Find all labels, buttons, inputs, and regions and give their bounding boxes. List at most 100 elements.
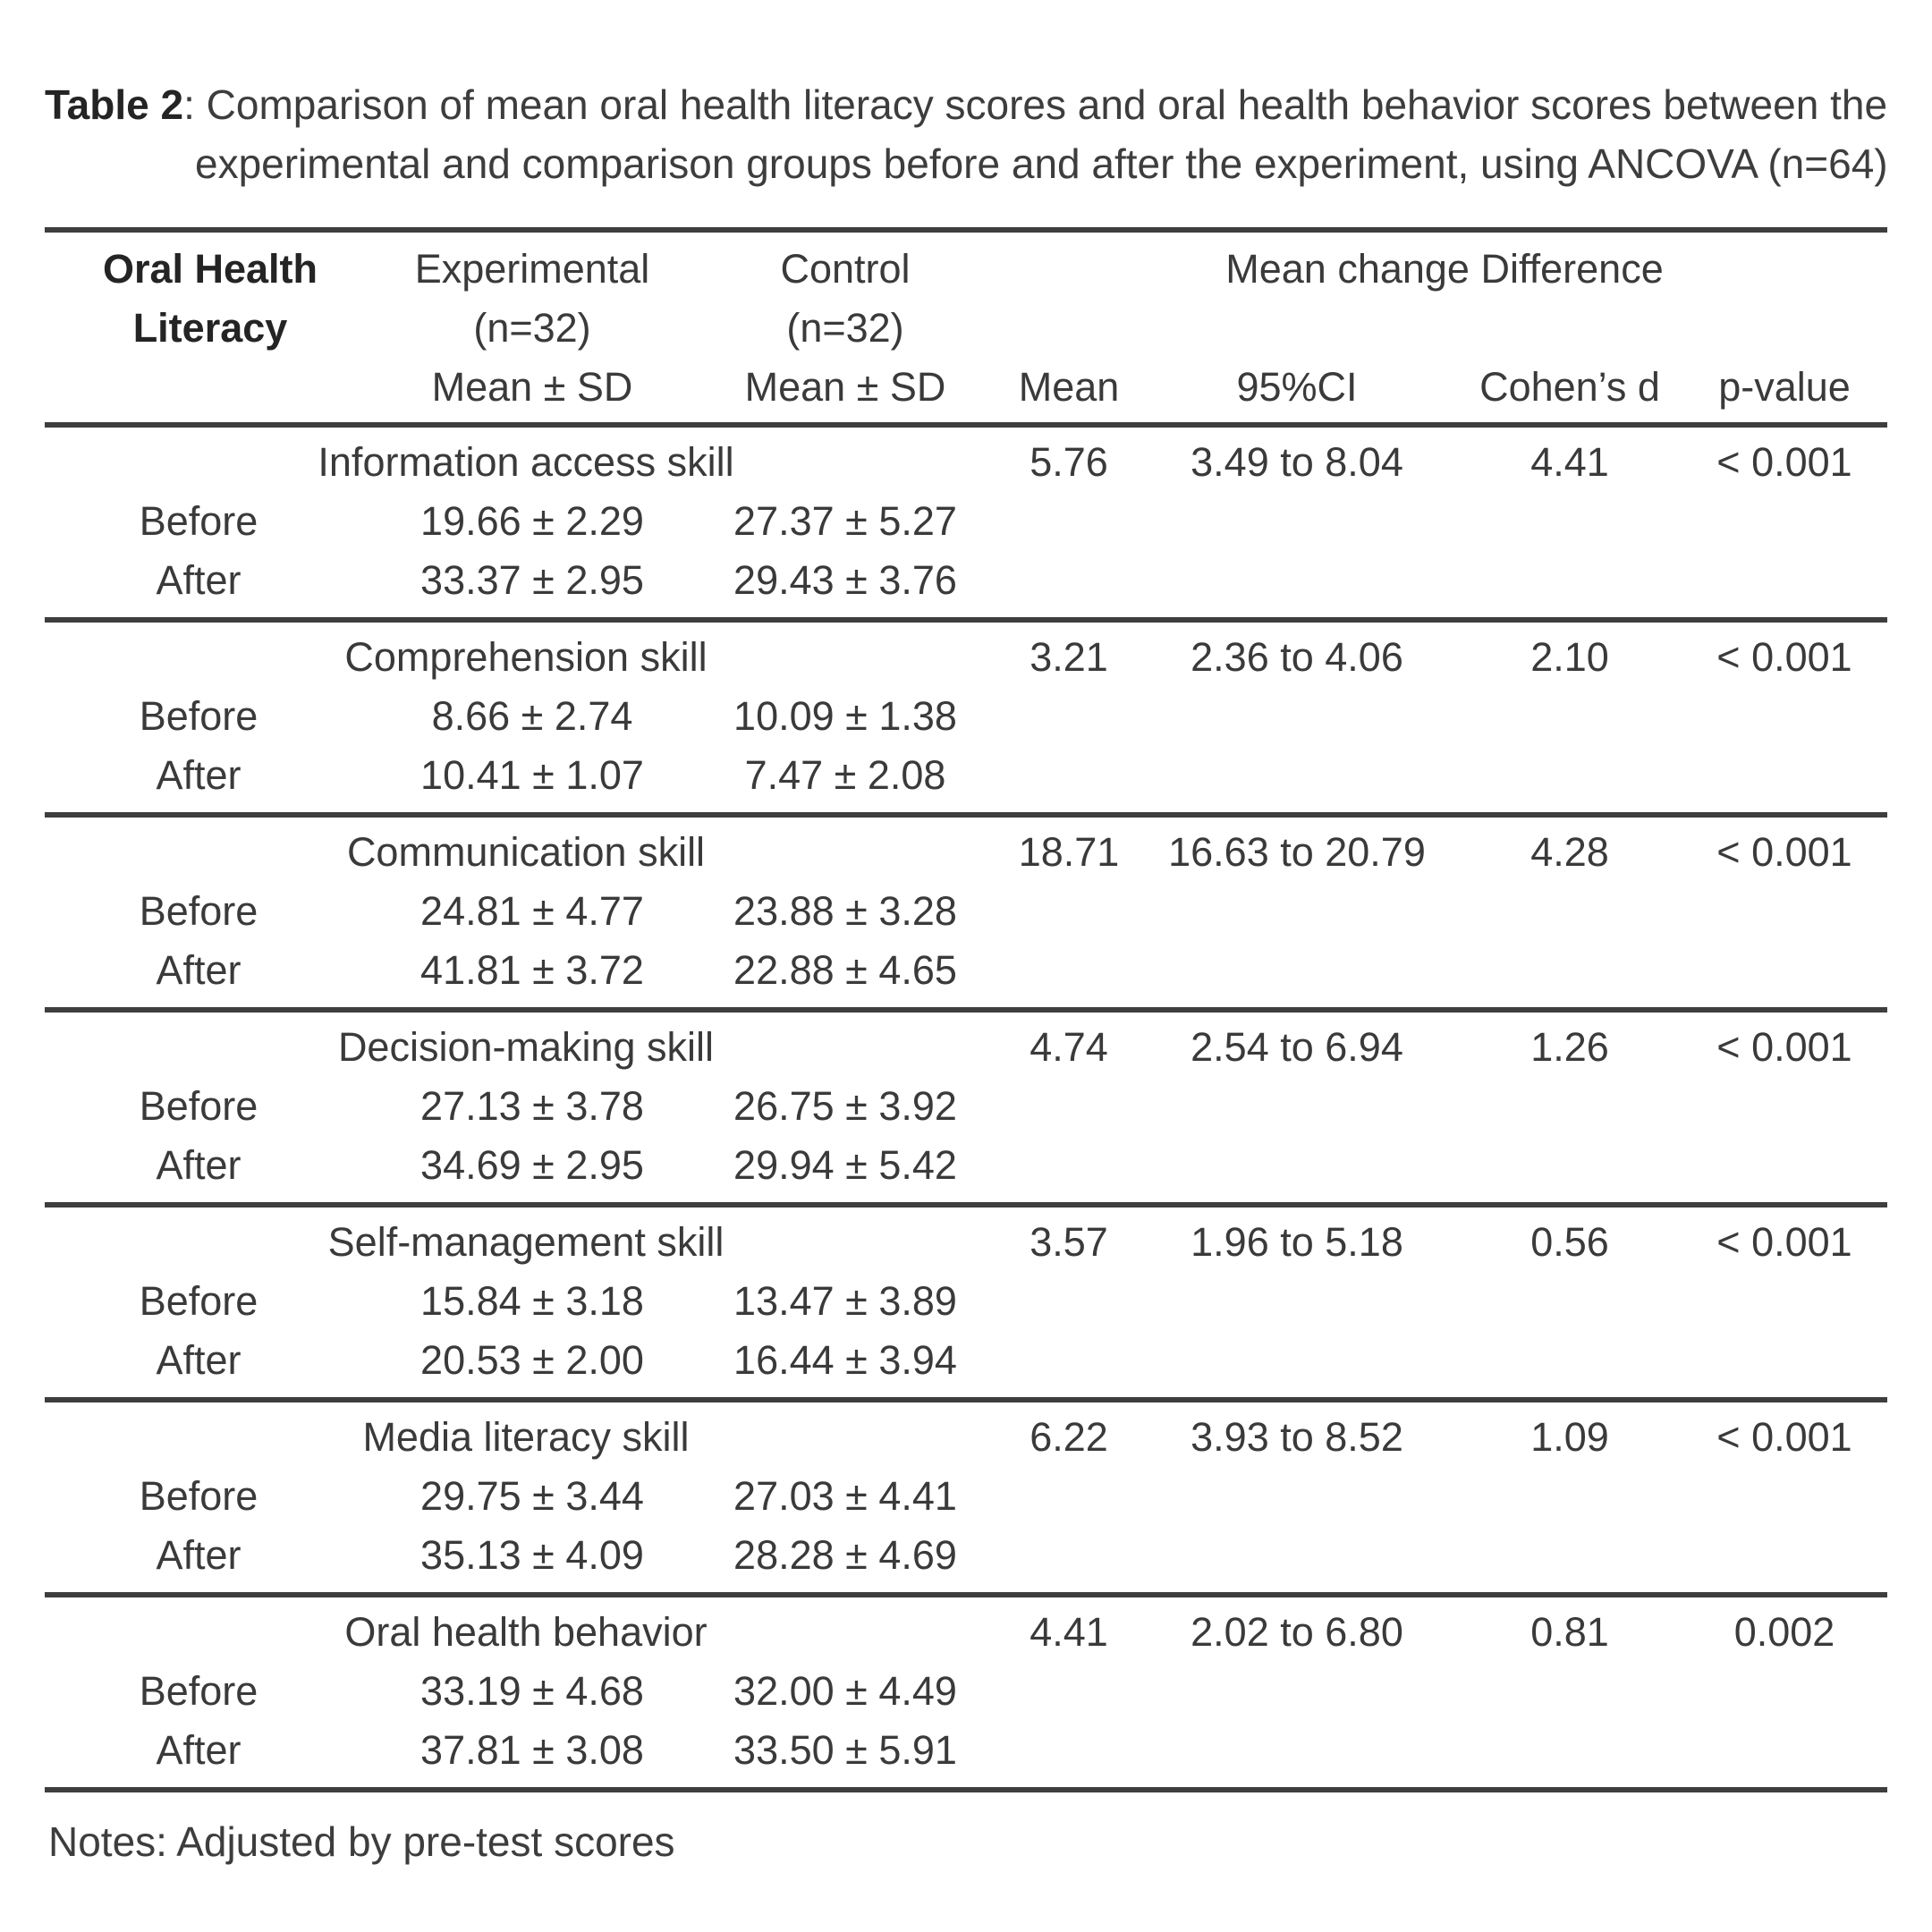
header-control-n: (n=32) bbox=[786, 305, 904, 351]
after-experimental-value: 10.41 ± 1.07 bbox=[420, 752, 644, 798]
caption-table-number: Table 2 bbox=[45, 81, 184, 128]
before-label: Before bbox=[139, 498, 258, 544]
before-experimental-value: 15.84 ± 3.18 bbox=[420, 1278, 644, 1324]
ci-value: 2.54 to 6.94 bbox=[1191, 1024, 1403, 1070]
after-experimental-value: 37.81 ± 3.08 bbox=[420, 1727, 644, 1773]
after-control-value: 33.50 ± 5.91 bbox=[733, 1727, 957, 1773]
block-divider-rule bbox=[45, 1202, 1887, 1208]
skill-block: Media literacy skill 6.22 3.93 to 8.52 1… bbox=[45, 1402, 1887, 1592]
before-control-value: 13.47 ± 3.89 bbox=[733, 1278, 957, 1324]
mean-change-value: 3.21 bbox=[1030, 634, 1108, 680]
before-label: Before bbox=[139, 888, 258, 934]
after-control-value: 7.47 ± 2.08 bbox=[744, 752, 946, 798]
table-section: Oral health behavior 4.41 2.02 to 6.80 0… bbox=[45, 1597, 1887, 1792]
cohens-d-value: 4.41 bbox=[1530, 439, 1609, 485]
before-experimental-value: 33.19 ± 4.68 bbox=[420, 1668, 644, 1714]
cohens-d-value: 0.81 bbox=[1530, 1609, 1609, 1655]
p-value: < 0.001 bbox=[1716, 1414, 1852, 1460]
after-experimental-value: 34.69 ± 2.95 bbox=[420, 1142, 644, 1188]
table-section: Communication skill 18.71 16.63 to 20.79… bbox=[45, 818, 1887, 1013]
after-experimental-value: 41.81 ± 3.72 bbox=[420, 947, 644, 993]
block-divider-rule bbox=[45, 1592, 1887, 1597]
skill-block: Information access skill 5.76 3.49 to 8.… bbox=[45, 428, 1887, 617]
ci-value: 3.49 to 8.04 bbox=[1191, 439, 1403, 485]
mean-change-value: 18.71 bbox=[1018, 829, 1120, 875]
table-section: Media literacy skill 6.22 3.93 to 8.52 1… bbox=[45, 1402, 1887, 1597]
block-divider-rule bbox=[45, 1007, 1887, 1013]
caption-line-2: experimental and comparison groups befor… bbox=[195, 140, 1888, 187]
before-control-value: 32.00 ± 4.49 bbox=[733, 1668, 957, 1714]
table-section: Self-management skill 3.57 1.96 to 5.18 … bbox=[45, 1208, 1887, 1402]
table-body: Information access skill 5.76 3.49 to 8.… bbox=[45, 428, 1887, 1792]
p-value: < 0.001 bbox=[1716, 439, 1852, 485]
before-control-value: 10.09 ± 1.38 bbox=[733, 693, 957, 739]
ci-value: 2.36 to 4.06 bbox=[1191, 634, 1403, 680]
after-label: After bbox=[156, 752, 242, 798]
header-control-stat: Mean ± SD bbox=[744, 364, 946, 410]
mean-change-value: 4.74 bbox=[1030, 1024, 1108, 1070]
skill-name: Information access skill bbox=[318, 439, 734, 485]
block-divider-rule bbox=[45, 812, 1887, 818]
skill-block: Comprehension skill 3.21 2.36 to 4.06 2.… bbox=[45, 623, 1887, 812]
skill-name: Comprehension skill bbox=[344, 634, 708, 680]
skill-name: Communication skill bbox=[346, 829, 706, 875]
skill-name: Oral health behavior bbox=[344, 1609, 708, 1655]
cohens-d-value: 1.26 bbox=[1530, 1024, 1609, 1070]
header-oral-health: Oral Health bbox=[102, 246, 318, 292]
after-label: After bbox=[156, 557, 242, 603]
after-control-value: 29.94 ± 5.42 bbox=[733, 1142, 957, 1188]
before-control-value: 27.03 ± 4.41 bbox=[733, 1473, 957, 1519]
before-experimental-value: 24.81 ± 4.77 bbox=[420, 888, 644, 934]
before-control-value: 26.75 ± 3.92 bbox=[733, 1083, 957, 1129]
after-label: After bbox=[156, 1532, 242, 1578]
cohens-d-value: 2.10 bbox=[1530, 634, 1609, 680]
before-label: Before bbox=[139, 1278, 258, 1324]
p-value: 0.002 bbox=[1733, 1609, 1835, 1655]
table-section: Comprehension skill 3.21 2.36 to 4.06 2.… bbox=[45, 623, 1887, 818]
before-label: Before bbox=[139, 1083, 258, 1129]
before-label: Before bbox=[139, 1668, 258, 1714]
skill-block: Decision-making skill 4.74 2.54 to 6.94 … bbox=[45, 1013, 1887, 1202]
after-control-value: 28.28 ± 4.69 bbox=[733, 1532, 957, 1578]
ancova-table: Oral Health Experimental Control Mean ch… bbox=[45, 227, 1887, 1792]
mean-change-value: 3.57 bbox=[1030, 1219, 1108, 1265]
before-experimental-value: 19.66 ± 2.29 bbox=[420, 498, 644, 544]
before-experimental-value: 29.75 ± 3.44 bbox=[420, 1473, 644, 1519]
skill-block: Oral health behavior 4.41 2.02 to 6.80 0… bbox=[45, 1597, 1887, 1787]
before-label: Before bbox=[139, 693, 258, 739]
after-experimental-value: 33.37 ± 2.95 bbox=[420, 557, 644, 603]
header-literacy: Literacy bbox=[132, 305, 288, 351]
before-control-value: 23.88 ± 3.28 bbox=[733, 888, 957, 934]
ci-value: 2.02 to 6.80 bbox=[1191, 1609, 1403, 1655]
header-experimental: Experimental bbox=[414, 246, 650, 292]
p-value: < 0.001 bbox=[1716, 634, 1852, 680]
header-mean: Mean bbox=[1018, 364, 1120, 410]
table-top-rule bbox=[45, 227, 1887, 233]
before-control-value: 27.37 ± 5.27 bbox=[733, 498, 957, 544]
table-section: Information access skill 5.76 3.49 to 8.… bbox=[45, 428, 1887, 623]
header-experimental-stat: Mean ± SD bbox=[431, 364, 633, 410]
after-label: After bbox=[156, 947, 242, 993]
after-label: After bbox=[156, 1727, 242, 1773]
caption-text: : Comparison of mean oral health literac… bbox=[183, 81, 1888, 128]
before-experimental-value: 8.66 ± 2.74 bbox=[431, 693, 633, 739]
mean-change-value: 5.76 bbox=[1030, 439, 1108, 485]
mean-change-value: 4.41 bbox=[1030, 1609, 1108, 1655]
cohens-d-value: 0.56 bbox=[1530, 1219, 1609, 1265]
cohens-d-value: 4.28 bbox=[1530, 829, 1609, 875]
skill-name: Self-management skill bbox=[327, 1219, 724, 1265]
after-label: After bbox=[156, 1337, 242, 1383]
table-section: Decision-making skill 4.74 2.54 to 6.94 … bbox=[45, 1013, 1887, 1208]
header-control: Control bbox=[780, 246, 911, 292]
header-mean-change-difference: Mean change Difference bbox=[1225, 246, 1664, 292]
table-caption: Table 2: Comparison of mean oral health … bbox=[45, 75, 1888, 193]
header-cohens-d: Cohen’s d bbox=[1479, 364, 1660, 410]
skill-block: Communication skill 18.71 16.63 to 20.79… bbox=[45, 818, 1887, 1007]
skill-name: Decision-making skill bbox=[337, 1024, 715, 1070]
skill-name: Media literacy skill bbox=[362, 1414, 690, 1460]
table-header: Oral Health Experimental Control Mean ch… bbox=[45, 233, 1887, 422]
after-experimental-value: 20.53 ± 2.00 bbox=[420, 1337, 644, 1383]
header-divider-rule bbox=[45, 422, 1887, 428]
ci-value: 3.93 to 8.52 bbox=[1191, 1414, 1403, 1460]
